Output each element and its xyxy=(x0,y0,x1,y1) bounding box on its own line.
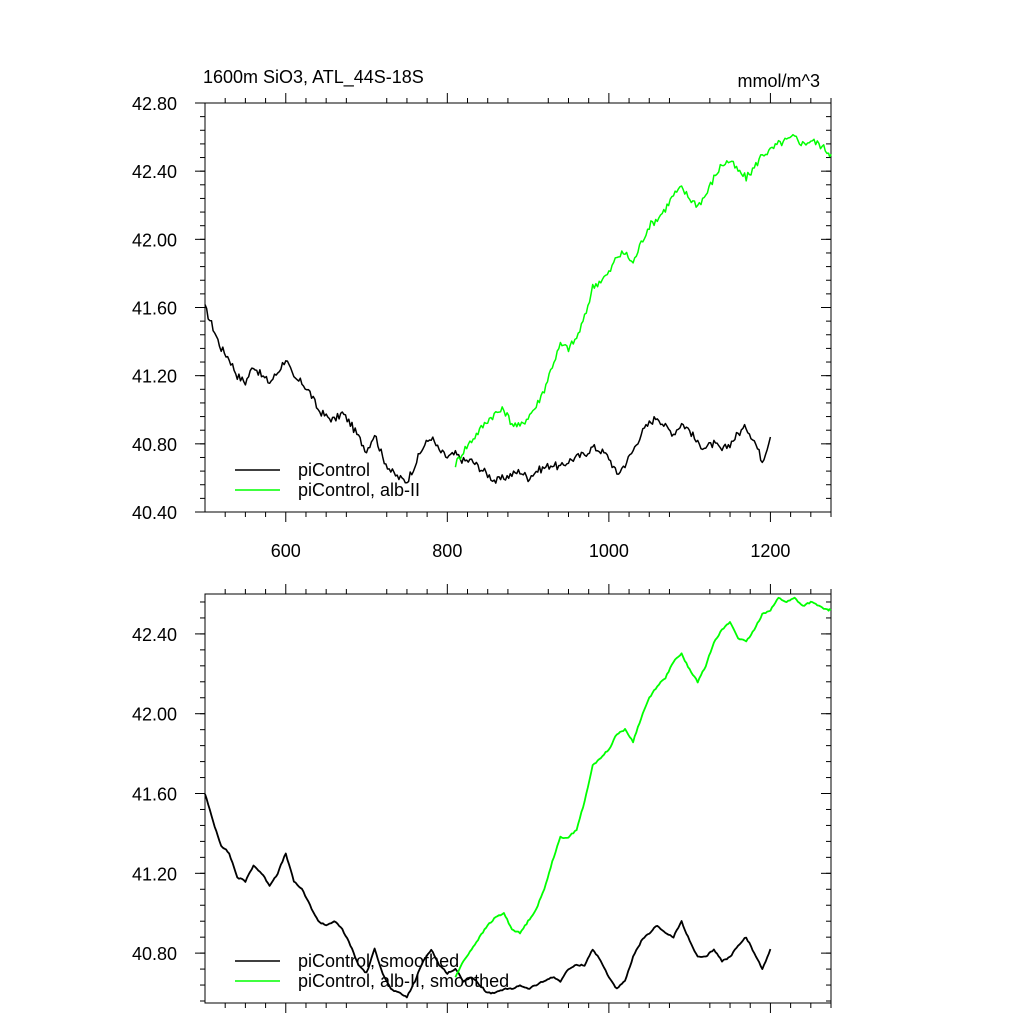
top-ticks: 600 800 1000 1200 40.40 40.80 41.20 41.60 42.00 4… xyxy=(132,93,832,561)
x-tick-label: 800 xyxy=(432,541,462,561)
y-tick-label: 42.00 xyxy=(132,705,177,725)
legend-label: piControl xyxy=(298,460,370,480)
x-tick-label: 1000 xyxy=(589,541,629,561)
top-series xyxy=(204,133,832,484)
x-tick-label: 600 xyxy=(271,541,301,561)
y-tick-label: 42.00 xyxy=(132,230,177,250)
top-panel: 600 800 1000 1200 40.40 40.80 41.20 41.60 42.00 4… xyxy=(132,93,832,561)
series-line-alb-ii xyxy=(454,133,832,468)
y-tick-label: 40.40 xyxy=(132,503,177,523)
bottom-ticks: 40.80 41.20 41.60 42.00 42.40 xyxy=(132,584,832,1013)
units-label: mmol/m^3 xyxy=(738,71,820,91)
legend-label: piControl, alb-II xyxy=(298,480,420,500)
series-line-picontrol xyxy=(204,304,772,484)
bottom-plot-frame xyxy=(204,593,832,1004)
top-plot-frame xyxy=(204,102,832,513)
legend-label: piControl, alb-II, smoothed xyxy=(298,971,509,991)
legend-label: piControl, smoothed xyxy=(298,951,459,971)
y-tick-label: 42.40 xyxy=(132,162,177,182)
y-tick-label: 42.80 xyxy=(132,94,177,114)
y-tick-label: 40.80 xyxy=(132,435,177,455)
y-tick-label: 41.20 xyxy=(132,367,177,387)
y-tick-label: 41.20 xyxy=(132,864,177,884)
y-tick-label: 41.60 xyxy=(132,299,177,319)
y-tick-label: 42.40 xyxy=(132,625,177,645)
chart-title: 1600m SiO3, ATL_44S-18S xyxy=(203,67,424,88)
series-line-alb-ii xyxy=(454,596,832,978)
y-tick-label: 41.60 xyxy=(132,785,177,805)
x-tick-label: 1200 xyxy=(750,541,790,561)
bottom-panel: 40.80 41.20 41.60 42.00 42.40 piControl, smo… xyxy=(132,584,832,1013)
series-line-picontrol xyxy=(204,793,772,999)
y-tick-label: 40.80 xyxy=(132,944,177,964)
bottom-series xyxy=(204,596,832,999)
